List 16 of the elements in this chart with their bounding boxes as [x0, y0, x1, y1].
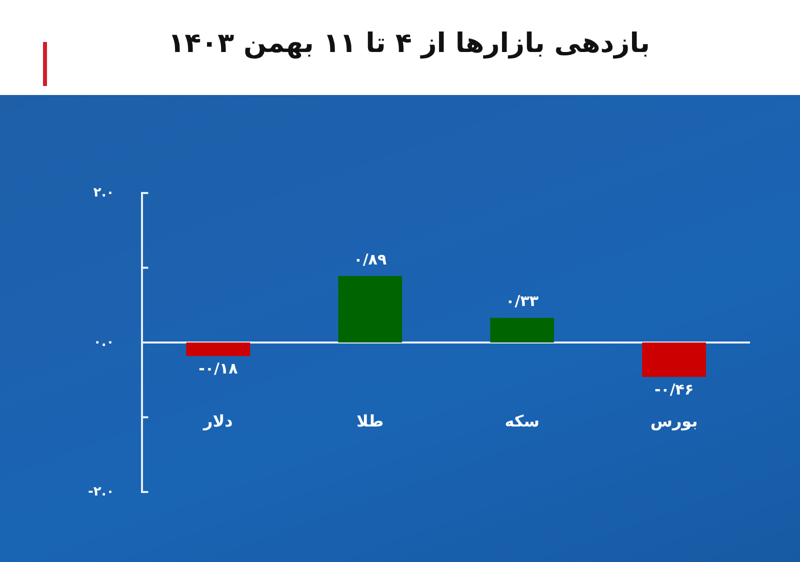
y-tick-label: ۲.۰	[93, 185, 114, 200]
bar	[186, 342, 250, 356]
data-label: ۰/۸۹	[354, 250, 387, 268]
bar	[642, 342, 706, 377]
bar	[490, 318, 554, 342]
x-tick-label: دلار	[202, 411, 233, 430]
y-tick-label: -۲.۰	[88, 484, 114, 500]
data-label: ۰/۳۳	[506, 292, 539, 310]
bar	[338, 276, 402, 342]
data-label: -۰/۴۶	[654, 380, 694, 398]
data-label: -۰/۱۸	[198, 359, 238, 378]
x-tick-label: بورس	[650, 411, 698, 430]
x-tick-label: طلا	[356, 411, 384, 430]
y-tick-label: ۰.۰	[93, 334, 114, 350]
chart-title: بازدهی بازارها از ۴ تا ۱۱ بهمن ۱۴۰۳	[168, 28, 650, 59]
x-tick-label: سکه	[504, 411, 540, 430]
